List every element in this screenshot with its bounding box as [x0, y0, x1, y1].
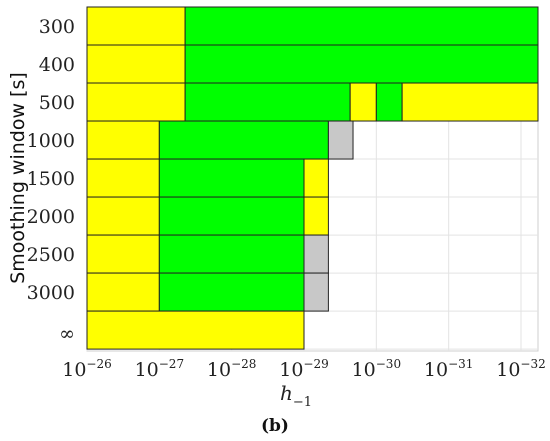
x-tick-base: 10 [496, 359, 520, 381]
y-tick-label: ∞ [59, 323, 75, 345]
heatmap-cell [401, 82, 539, 122]
x-tick-label: 10−28 [207, 357, 257, 381]
x-tick-exponent: −30 [376, 357, 401, 371]
x-tick-label: 10−26 [62, 357, 112, 381]
x-tick-exponent: −28 [231, 357, 256, 371]
y-tick-label: 300 [39, 16, 75, 38]
x-tick-exponent: −27 [159, 357, 184, 371]
x-axis-label: h−1 [280, 381, 312, 410]
y-axis-label: Smoothing window [s] [7, 72, 29, 284]
heatmap-cells [86, 6, 539, 350]
y-tick-label: 500 [39, 92, 75, 114]
x-tick-labels: 10−26 10−27 10−28 10−29 10−30 10−31 10−32 [62, 357, 546, 381]
heatmap-cell [86, 234, 160, 274]
panel-label: (b) [261, 416, 289, 436]
x-axis-label-subscript: −1 [293, 395, 312, 410]
heatmap-cell [184, 44, 539, 84]
x-tick-base: 10 [62, 359, 86, 381]
heatmap-cell [158, 272, 305, 312]
x-tick-label: 10−32 [496, 357, 546, 381]
heatmap-cell [184, 82, 351, 122]
heatmap-cell [86, 44, 186, 84]
x-tick-exponent: −26 [86, 357, 111, 371]
heatmap-cell [158, 234, 305, 274]
heatmap-cell [303, 234, 329, 274]
x-tick-label: 10−31 [424, 357, 474, 381]
x-tick-exponent: −32 [520, 357, 545, 371]
heatmap-cell [303, 158, 329, 198]
heatmap-cell [86, 310, 305, 350]
y-tick-label: 1000 [27, 130, 75, 152]
heatmap-cell [158, 120, 329, 160]
heatmap-cell [327, 120, 354, 160]
x-tick-label: 10−30 [352, 357, 402, 381]
x-tick-exponent: −31 [448, 357, 473, 371]
heatmap-cell [303, 196, 329, 236]
heatmap-cell [86, 6, 186, 46]
heatmap-cell [349, 82, 377, 122]
y-tick-label: 1500 [27, 168, 75, 190]
x-axis-label-base: h [280, 381, 293, 405]
heatmap-cell [86, 196, 160, 236]
x-tick-label: 10−29 [279, 357, 329, 381]
y-tick-labels: 300 400 500 1000 1500 2000 2500 3000 ∞ [27, 16, 75, 345]
x-tick-base: 10 [279, 359, 303, 381]
x-tick-base: 10 [207, 359, 231, 381]
x-tick-base: 10 [135, 359, 159, 381]
x-tick-exponent: −29 [303, 357, 328, 371]
heatmap-cell [158, 196, 305, 236]
heatmap-cell [86, 158, 160, 198]
x-tick-base: 10 [424, 359, 448, 381]
heatmap-cell [303, 272, 329, 312]
heatmap-cell [86, 82, 186, 122]
heatmap-cell [86, 272, 160, 312]
y-tick-label: 400 [39, 54, 75, 76]
x-tick-label: 10−27 [135, 357, 185, 381]
heatmap-cell [86, 120, 160, 160]
heatmap-cell [184, 6, 539, 46]
y-tick-label: 2000 [27, 206, 75, 228]
heatmap-cell [375, 82, 403, 122]
x-tick-base: 10 [352, 359, 376, 381]
y-tick-label: 3000 [27, 282, 75, 304]
heatmap-cell [158, 158, 305, 198]
y-tick-label: 2500 [27, 244, 75, 266]
